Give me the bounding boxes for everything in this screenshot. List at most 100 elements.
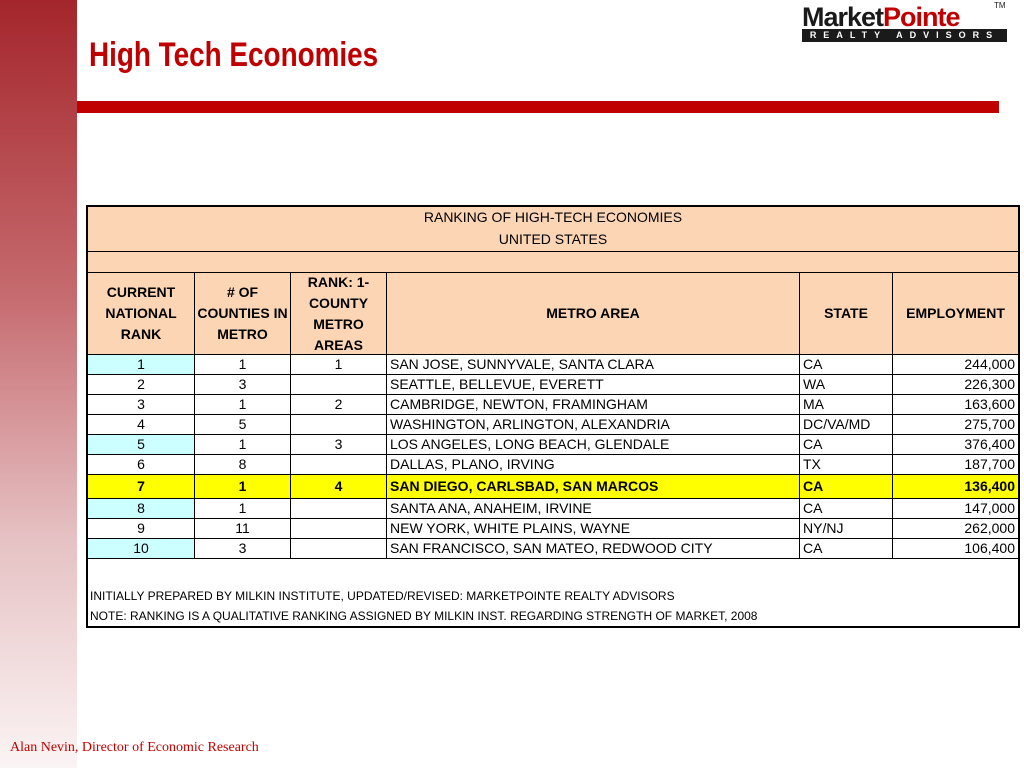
metro-cell: CAMBRIDGE, NEWTON, FRAMINGHAM bbox=[387, 395, 800, 414]
logo-name-dark: Market bbox=[802, 2, 884, 32]
table-row: 2 3 SEATTLE, BELLEVUE, EVERETT WA 226,30… bbox=[88, 375, 1018, 395]
logo-wordmark: MarketPointe bbox=[802, 2, 961, 32]
header-column-divider bbox=[386, 272, 387, 355]
rank-cell: 5 bbox=[88, 435, 195, 454]
employment-cell: 136,400 bbox=[964, 478, 1015, 494]
rank-cell: 3 bbox=[88, 395, 195, 414]
counties-cell: 3 bbox=[195, 375, 291, 394]
presenter-credit: Alan Nevin, Director of Economic Researc… bbox=[10, 740, 259, 755]
rank-cell: 8 bbox=[88, 499, 195, 518]
col-header-metro-area: METRO AREA bbox=[546, 305, 640, 321]
employment-cell: 262,000 bbox=[964, 520, 1015, 536]
single-rank-cell bbox=[291, 499, 387, 518]
counties-cell: 11 bbox=[195, 519, 291, 538]
single-rank-cell: 2 bbox=[291, 395, 387, 414]
state-cell: CA bbox=[800, 539, 893, 558]
rank-cell: 4 bbox=[88, 415, 195, 434]
col-header-national-rank: CURRENT NATIONAL RANK bbox=[105, 284, 177, 342]
employment-cell: 187,700 bbox=[964, 456, 1015, 472]
state-cell: MA bbox=[800, 395, 893, 414]
rank-cell: 1 bbox=[88, 355, 195, 374]
employment-cell: 147,000 bbox=[964, 500, 1015, 516]
single-rank-cell bbox=[291, 375, 387, 394]
table-subcaption: UNITED STATES bbox=[498, 231, 608, 247]
employment-cell: 244,000 bbox=[964, 356, 1015, 372]
counties-cell: 5 bbox=[195, 415, 291, 434]
counties-cell: 1 bbox=[195, 475, 291, 498]
metro-cell: SAN FRANCISCO, SAN MATEO, REDWOOD CITY bbox=[387, 539, 800, 558]
logo-tagline: REALTY ADVISORS bbox=[802, 29, 1007, 42]
rank-cell: 7 bbox=[88, 475, 195, 498]
rank-cell: 9 bbox=[88, 519, 195, 538]
header-column-divider bbox=[290, 272, 291, 355]
state-cell: WA bbox=[800, 375, 893, 394]
single-rank-cell: 4 bbox=[291, 475, 387, 498]
counties-cell: 1 bbox=[195, 355, 291, 374]
table-row: 10 3 SAN FRANCISCO, SAN MATEO, REDWOOD C… bbox=[88, 539, 1018, 559]
table-row: 5 1 3 LOS ANGELES, LONG BEACH, GLENDALE … bbox=[88, 435, 1018, 455]
header-column-divider bbox=[892, 272, 893, 355]
header-divider bbox=[88, 354, 1018, 355]
col-header-state: STATE bbox=[824, 305, 868, 321]
table-row: 9 11 NEW YORK, WHITE PLAINS, WAYNE NY/NJ… bbox=[88, 519, 1018, 539]
employment-cell: 226,300 bbox=[964, 376, 1015, 392]
metro-cell: LOS ANGELES, LONG BEACH, GLENDALE bbox=[387, 435, 800, 454]
marketpointe-logo: MarketPointe TM REALTY ADVISORS bbox=[800, 0, 1010, 46]
single-rank-cell: 3 bbox=[291, 435, 387, 454]
ranking-table: RANKING OF HIGH-TECH ECONOMIES UNITED ST… bbox=[86, 205, 1020, 628]
metro-cell: WASHINGTON, ARLINGTON, ALEXANDRIA bbox=[387, 415, 800, 434]
state-cell: DC/VA/MD bbox=[800, 415, 893, 434]
ranking-note: NOTE: RANKING IS A QUALITATIVE RANKING A… bbox=[90, 609, 758, 623]
left-decorative-bar bbox=[0, 0, 77, 768]
rank-cell: 10 bbox=[88, 539, 195, 558]
metro-cell: SAN JOSE, SUNNYVALE, SANTA CLARA bbox=[387, 355, 800, 374]
source-note: INITIALLY PREPARED BY MILKIN INSTITUTE, … bbox=[90, 589, 675, 603]
header-divider bbox=[88, 272, 1018, 273]
table-row: 8 1 SANTA ANA, ANAHEIM, IRVINE CA 147,00… bbox=[88, 499, 1018, 519]
state-cell: CA bbox=[800, 499, 893, 518]
counties-cell: 1 bbox=[195, 435, 291, 454]
state-cell: CA bbox=[800, 475, 893, 498]
title-underline-rule bbox=[77, 101, 999, 113]
state-cell: NY/NJ bbox=[800, 519, 893, 538]
col-header-counties: # OF COUNTIES IN METRO bbox=[197, 284, 288, 342]
table-header-area bbox=[88, 207, 1018, 355]
counties-cell: 1 bbox=[195, 499, 291, 518]
header-column-divider bbox=[194, 272, 195, 355]
table-row: 4 5 WASHINGTON, ARLINGTON, ALEXANDRIA DC… bbox=[88, 415, 1018, 435]
rank-cell: 2 bbox=[88, 375, 195, 394]
header-column-divider bbox=[799, 272, 800, 355]
metro-cell: NEW YORK, WHITE PLAINS, WAYNE bbox=[387, 519, 800, 538]
logo-trademark: TM bbox=[994, 1, 1006, 10]
slide-title: High Tech Economies bbox=[89, 36, 379, 74]
single-rank-cell: 1 bbox=[291, 355, 387, 374]
counties-cell: 1 bbox=[195, 395, 291, 414]
col-header-employment: EMPLOYMENT bbox=[906, 305, 1005, 321]
employment-cell: 376,400 bbox=[964, 436, 1015, 452]
table-row: 3 1 2 CAMBRIDGE, NEWTON, FRAMINGHAM MA 1… bbox=[88, 395, 1018, 415]
counties-cell: 3 bbox=[195, 539, 291, 558]
single-rank-cell bbox=[291, 539, 387, 558]
metro-cell: SANTA ANA, ANAHEIM, IRVINE bbox=[387, 499, 800, 518]
state-cell: CA bbox=[800, 355, 893, 374]
table-row: 1 1 1 SAN JOSE, SUNNYVALE, SANTA CLARA C… bbox=[88, 355, 1018, 375]
single-rank-cell bbox=[291, 519, 387, 538]
employment-cell: 163,600 bbox=[964, 396, 1015, 412]
table-row: 6 8 DALLAS, PLANO, IRVING TX 187,700 bbox=[88, 455, 1018, 475]
table-caption: RANKING OF HIGH-TECH ECONOMIES bbox=[423, 209, 683, 225]
header-divider bbox=[88, 251, 1018, 252]
state-cell: TX bbox=[800, 455, 893, 474]
state-cell: CA bbox=[800, 435, 893, 454]
single-rank-cell bbox=[291, 415, 387, 434]
single-rank-cell bbox=[291, 455, 387, 474]
metro-cell: DALLAS, PLANO, IRVING bbox=[387, 455, 800, 474]
table-row-highlighted: 7 1 4 SAN DIEGO, CARLSBAD, SAN MARCOS CA… bbox=[88, 475, 1018, 499]
employment-cell: 106,400 bbox=[964, 540, 1015, 556]
counties-cell: 8 bbox=[195, 455, 291, 474]
rank-cell: 6 bbox=[88, 455, 195, 474]
employment-cell: 275,700 bbox=[964, 416, 1015, 432]
metro-cell: SEATTLE, BELLEVUE, EVERETT bbox=[387, 375, 800, 394]
metro-cell: SAN DIEGO, CARLSBAD, SAN MARCOS bbox=[387, 475, 800, 498]
logo-name-red: Pointe bbox=[883, 2, 961, 32]
col-header-single-county-rank: RANK: 1-COUNTY METRO AREAS bbox=[307, 273, 370, 353]
